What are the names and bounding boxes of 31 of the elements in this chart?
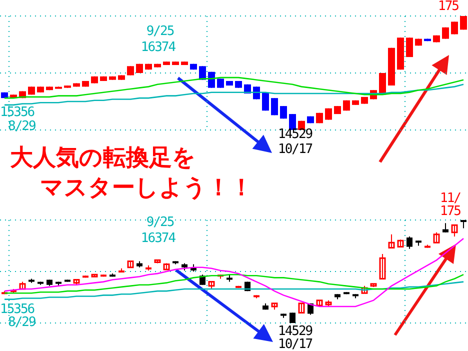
text: 10/17 (278, 142, 312, 157)
candlestick (406, 236, 412, 250)
text: 175 (438, 0, 458, 14)
candlestick (433, 232, 440, 244)
candlestick (217, 78, 224, 88)
candlestick (388, 234, 395, 249)
annotation: 15356 (0, 105, 34, 120)
annotation: 15356 (0, 302, 34, 317)
candlestick (271, 98, 278, 116)
text: 175 (440, 204, 460, 219)
text: 10/17 (278, 337, 312, 351)
candlestick (127, 66, 134, 76)
candlestick (460, 16, 467, 30)
candlestick (298, 302, 305, 314)
text: 14529 (278, 324, 312, 339)
candlestick (379, 253, 386, 280)
annotation: 9/25 (145, 215, 175, 230)
annotation: 16374 (140, 231, 176, 246)
annotation: 14529 (278, 127, 312, 142)
candlestick (406, 37, 413, 58)
text: 11/ (440, 191, 460, 206)
text: マスターしよう！！ (40, 175, 253, 201)
annotation: 16374 (140, 40, 176, 55)
annotation: 8/29 (8, 315, 36, 330)
annotation: 8/29 (8, 119, 36, 134)
candlestick (442, 222, 448, 233)
candlestick (451, 21, 458, 35)
annotation: 9/25 (145, 24, 175, 39)
candlestick (280, 106, 287, 120)
candlestick (451, 224, 458, 237)
text: 大人気の転換足を (10, 145, 196, 171)
